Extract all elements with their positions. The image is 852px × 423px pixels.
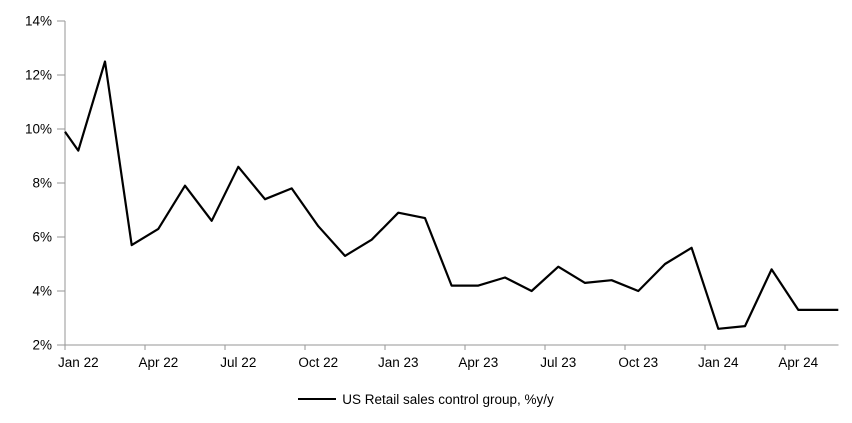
x-tick-label: Jan 23: [378, 355, 419, 370]
legend-line-marker-icon: [298, 398, 337, 400]
x-tick-label: Jan 24: [698, 355, 739, 370]
x-tick-label: Jan 22: [58, 355, 99, 370]
x-tick-label: Oct 23: [618, 355, 658, 370]
legend-series-label: US Retail sales control group, %y/y: [342, 391, 554, 407]
x-tick-label: Apr 22: [138, 355, 178, 370]
x-tick-label: Jul 23: [540, 355, 576, 370]
x-tick-label: Apr 24: [778, 355, 818, 370]
y-tick-label: 6%: [32, 230, 52, 245]
y-tick-label: 12%: [25, 68, 52, 83]
y-tick-label: 8%: [32, 176, 52, 191]
chart-legend: US Retail sales control group, %y/y: [0, 390, 852, 408]
x-tick-label: Oct 22: [298, 355, 338, 370]
x-tick-label: Jul 22: [220, 355, 256, 370]
y-tick-label: 10%: [25, 122, 52, 137]
y-tick-label: 4%: [32, 284, 52, 299]
y-tick-label: 14%: [25, 14, 52, 29]
y-tick-label: 2%: [32, 338, 52, 353]
x-tick-label: Apr 23: [458, 355, 498, 370]
series-line-us-retail-control-group: [64, 60, 839, 330]
